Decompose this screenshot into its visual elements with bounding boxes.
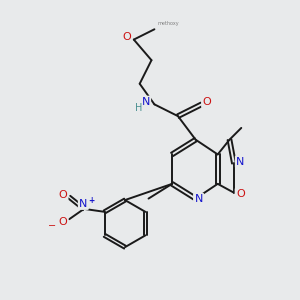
- Text: −: −: [48, 221, 56, 231]
- Text: N: N: [141, 97, 150, 107]
- Text: O: O: [58, 190, 67, 200]
- Text: O: O: [236, 189, 245, 199]
- Text: N: N: [194, 194, 203, 204]
- Text: N: N: [236, 157, 244, 167]
- Text: +: +: [88, 196, 94, 205]
- Text: O: O: [122, 32, 131, 42]
- Text: methoxy: methoxy: [158, 21, 179, 26]
- Text: O: O: [202, 97, 211, 107]
- Text: H: H: [134, 103, 142, 113]
- Text: N: N: [79, 199, 88, 208]
- Text: O: O: [58, 217, 67, 226]
